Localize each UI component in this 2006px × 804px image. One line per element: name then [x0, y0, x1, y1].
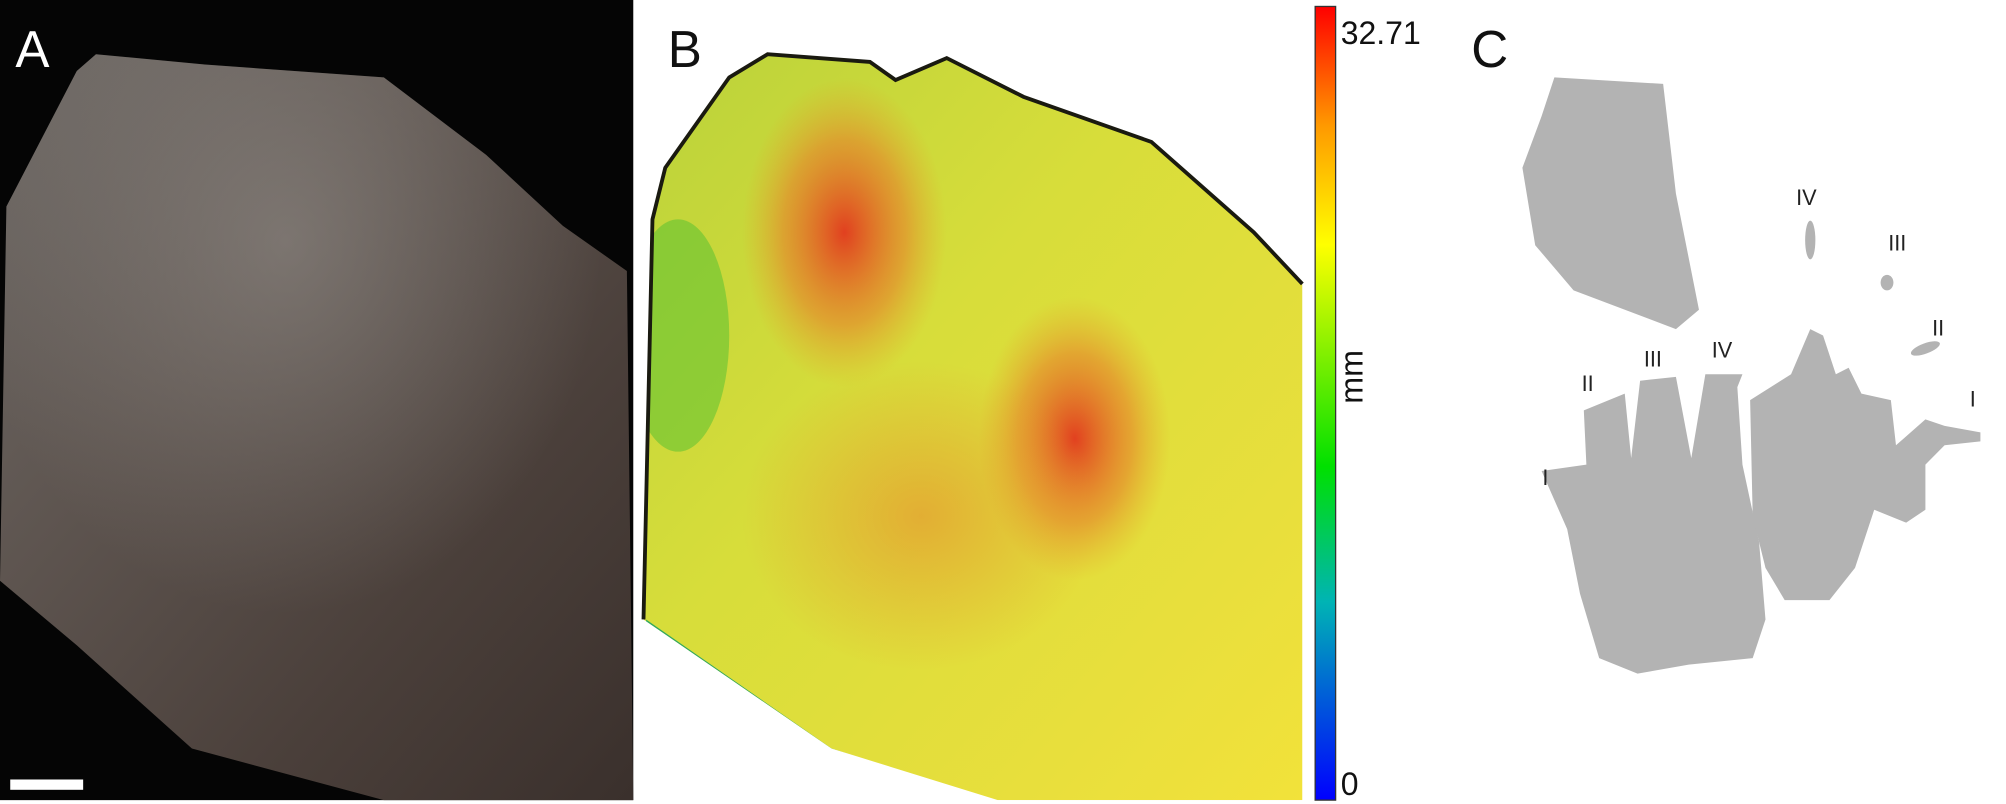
- digit-label: II: [1582, 371, 1594, 396]
- colorbar-unit: mm: [1334, 350, 1370, 404]
- colorbar: [1314, 5, 1337, 801]
- panel-c: C I II III IV IV III II I: [1471, 20, 1981, 674]
- digit-label: III: [1644, 346, 1662, 371]
- digit-impression: [1880, 274, 1894, 291]
- digit-impression: [1805, 220, 1816, 260]
- digit-label: III: [1888, 230, 1906, 255]
- panel-label: A: [15, 20, 50, 78]
- scale-bar: [10, 779, 84, 790]
- panel-label: C: [1471, 20, 1508, 78]
- digit-impression: [1910, 341, 1940, 356]
- height-map: [643, 54, 1303, 801]
- colorbar-min: 0: [1341, 766, 1359, 802]
- digit-label: IV: [1796, 185, 1817, 210]
- rock-sheen: [0, 54, 634, 801]
- digit-label: I: [1542, 465, 1548, 490]
- slab-edge: [641, 52, 1304, 620]
- panel-b: B 32.71 0 mm: [641, 5, 1421, 802]
- panel-a: A: [0, 0, 634, 801]
- right-pes-print: [1750, 329, 1981, 601]
- panel-label: B: [668, 20, 702, 78]
- left-pes-print: [1541, 374, 1766, 674]
- digit-label: IV: [1712, 337, 1733, 362]
- digit-label: II: [1932, 315, 1944, 340]
- colorbar-max: 32.71: [1341, 15, 1421, 51]
- manus-print: [1522, 77, 1699, 330]
- digit-label: I: [1970, 386, 1976, 411]
